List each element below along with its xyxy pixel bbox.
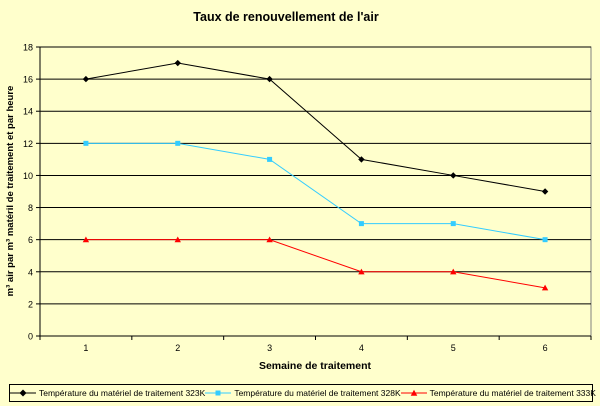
- data-point: [266, 75, 273, 83]
- data-point: [450, 172, 457, 179]
- legend-marker-square-icon: [205, 390, 232, 396]
- series-line: [85, 142, 546, 241]
- x-tick-label: 2: [175, 343, 180, 353]
- x-tick-label: 6: [543, 343, 548, 353]
- legend-marker-triangle-icon: [400, 389, 427, 396]
- x-tick-label: 1: [83, 343, 88, 353]
- series-2: [82, 236, 549, 291]
- y-tick-label: 0: [28, 332, 33, 342]
- legend-item-328k: Température du matériel de traitement 32…: [205, 388, 401, 398]
- legend-marker-diamond-icon: [10, 389, 36, 397]
- legend-item-333k: Température du matériel de traitement 33…: [400, 388, 596, 398]
- series-0: [82, 59, 549, 195]
- data-point: [542, 237, 548, 243]
- data-point: [450, 268, 457, 275]
- y-tick-label: 6: [28, 235, 33, 245]
- y-tick-label: 4: [28, 267, 33, 277]
- legend-label: Température du matériel de traitement 32…: [234, 388, 401, 398]
- x-axis-label: Semaine de traitement: [259, 360, 372, 372]
- y-tick-label: 14: [23, 107, 33, 117]
- x-tick-label: 4: [359, 343, 364, 353]
- y-tick-label: 18: [23, 43, 33, 53]
- legend-label: Température du matériel de traitement 33…: [429, 388, 596, 398]
- data-point: [541, 188, 549, 195]
- data-point: [174, 59, 181, 67]
- legend: Température du matériel de traitement 32…: [9, 384, 596, 402]
- data-point: [358, 268, 365, 275]
- legend-label: Température du matériel de traitement 32…: [39, 388, 206, 398]
- data-point: [450, 221, 456, 227]
- series-group: [82, 59, 549, 291]
- series-line: [85, 62, 546, 192]
- legend-item-323k: Température du matériel de traitement 32…: [10, 388, 205, 398]
- data-point: [267, 156, 273, 162]
- y-tick-label: 12: [23, 139, 33, 149]
- data-point: [83, 140, 89, 146]
- data-point: [266, 236, 273, 243]
- grid: [40, 46, 591, 305]
- x-tick-label: 3: [267, 343, 272, 353]
- data-point: [358, 221, 364, 227]
- data-point: [82, 75, 90, 83]
- y-axis-label: m³ air par m³ matéril de traitement et p…: [5, 86, 16, 297]
- chart-title: Taux de renouvellement de l'air: [193, 10, 379, 24]
- data-point: [175, 140, 181, 146]
- y-tick-label: 8: [28, 203, 33, 213]
- data-point: [358, 156, 365, 163]
- series-line: [85, 239, 546, 289]
- chart-svg: Taux de renouvellement de l'air 0 2 4 6 8 10 1…: [5, 10, 592, 372]
- series-1: [83, 140, 548, 243]
- y-tick-label: 16: [23, 75, 33, 85]
- y-tick-label: 2: [28, 299, 33, 309]
- y-tick-label: 10: [23, 171, 33, 181]
- data-point: [82, 236, 90, 243]
- data-point: [541, 284, 549, 291]
- x-tick-label: 5: [451, 343, 456, 353]
- data-point: [174, 236, 181, 243]
